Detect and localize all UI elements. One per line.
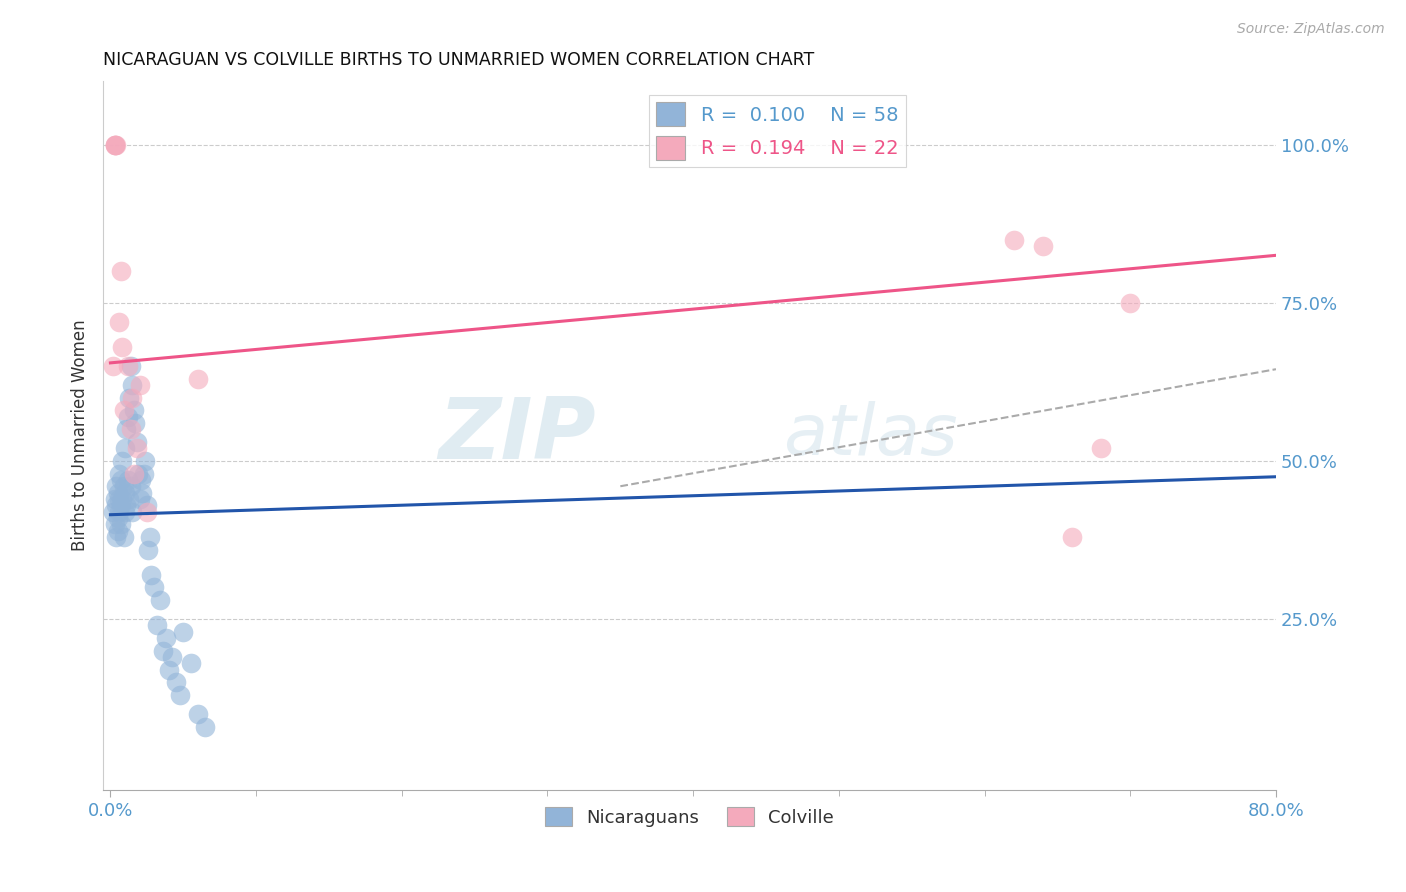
Point [125, 442, 148, 456]
Point [1119, 295, 1142, 310]
Point [115, 498, 138, 512]
Point [172, 624, 194, 639]
Point [108, 491, 131, 506]
Point [117, 473, 139, 487]
Point [128, 491, 150, 506]
Point [129, 473, 152, 487]
Point [146, 618, 169, 632]
Point [108, 315, 131, 329]
Point [114, 485, 136, 500]
Point [110, 517, 132, 532]
Point [1002, 233, 1025, 247]
Legend: Nicaraguans, Colville: Nicaraguans, Colville [538, 800, 841, 834]
Point [112, 479, 135, 493]
Point [135, 504, 157, 518]
Point [194, 720, 217, 734]
Point [104, 517, 127, 532]
Point [134, 454, 156, 468]
Point [120, 422, 142, 436]
Point [107, 524, 129, 538]
Point [110, 264, 132, 278]
Point [169, 688, 191, 702]
Point [160, 650, 183, 665]
Point [104, 137, 127, 152]
Point [110, 473, 132, 487]
Point [105, 137, 128, 152]
Text: NICARAGUAN VS COLVILLE BIRTHS TO UNMARRIED WOMEN CORRELATION CHART: NICARAGUAN VS COLVILLE BIRTHS TO UNMARRI… [103, 51, 814, 69]
Point [141, 567, 163, 582]
Text: ZIP: ZIP [439, 394, 596, 477]
Point [103, 504, 125, 518]
Point [111, 454, 134, 468]
Y-axis label: Births to Unmarried Women: Births to Unmarried Women [72, 320, 89, 551]
Point [124, 416, 146, 430]
Point [112, 403, 135, 417]
Point [121, 504, 143, 518]
Point [187, 372, 209, 386]
Point [121, 391, 143, 405]
Point [105, 498, 128, 512]
Point [1090, 442, 1112, 456]
Point [117, 409, 139, 424]
Point [104, 137, 127, 152]
Point [111, 491, 134, 506]
Point [104, 491, 127, 506]
Point [122, 467, 145, 481]
Point [125, 434, 148, 449]
Point [120, 359, 142, 373]
Point [108, 504, 131, 518]
Point [135, 498, 157, 512]
Point [143, 581, 166, 595]
Point [120, 479, 142, 493]
Point [127, 467, 149, 481]
Point [122, 403, 145, 417]
Point [131, 485, 153, 500]
Point [117, 359, 139, 373]
Point [111, 340, 134, 354]
Point [118, 391, 141, 405]
Point [105, 479, 128, 493]
Point [104, 137, 127, 152]
Point [107, 485, 129, 500]
Point [105, 530, 128, 544]
Point [152, 644, 174, 658]
Point [103, 359, 125, 373]
Point [110, 498, 132, 512]
Point [1032, 239, 1054, 253]
Point [121, 378, 143, 392]
Point [107, 511, 129, 525]
Point [115, 422, 138, 436]
Point [149, 593, 172, 607]
Point [180, 657, 202, 671]
Point [187, 706, 209, 721]
Point [118, 491, 141, 506]
Point [136, 542, 159, 557]
Text: Source: ZipAtlas.com: Source: ZipAtlas.com [1237, 22, 1385, 37]
Text: atlas: atlas [783, 401, 957, 470]
Point [112, 530, 135, 544]
Point [114, 504, 136, 518]
Point [165, 675, 187, 690]
Point [108, 467, 131, 481]
Point [1060, 530, 1083, 544]
Point [114, 442, 136, 456]
Point [157, 663, 180, 677]
Point [155, 631, 177, 645]
Point [132, 467, 155, 481]
Point [128, 378, 150, 392]
Point [139, 530, 162, 544]
